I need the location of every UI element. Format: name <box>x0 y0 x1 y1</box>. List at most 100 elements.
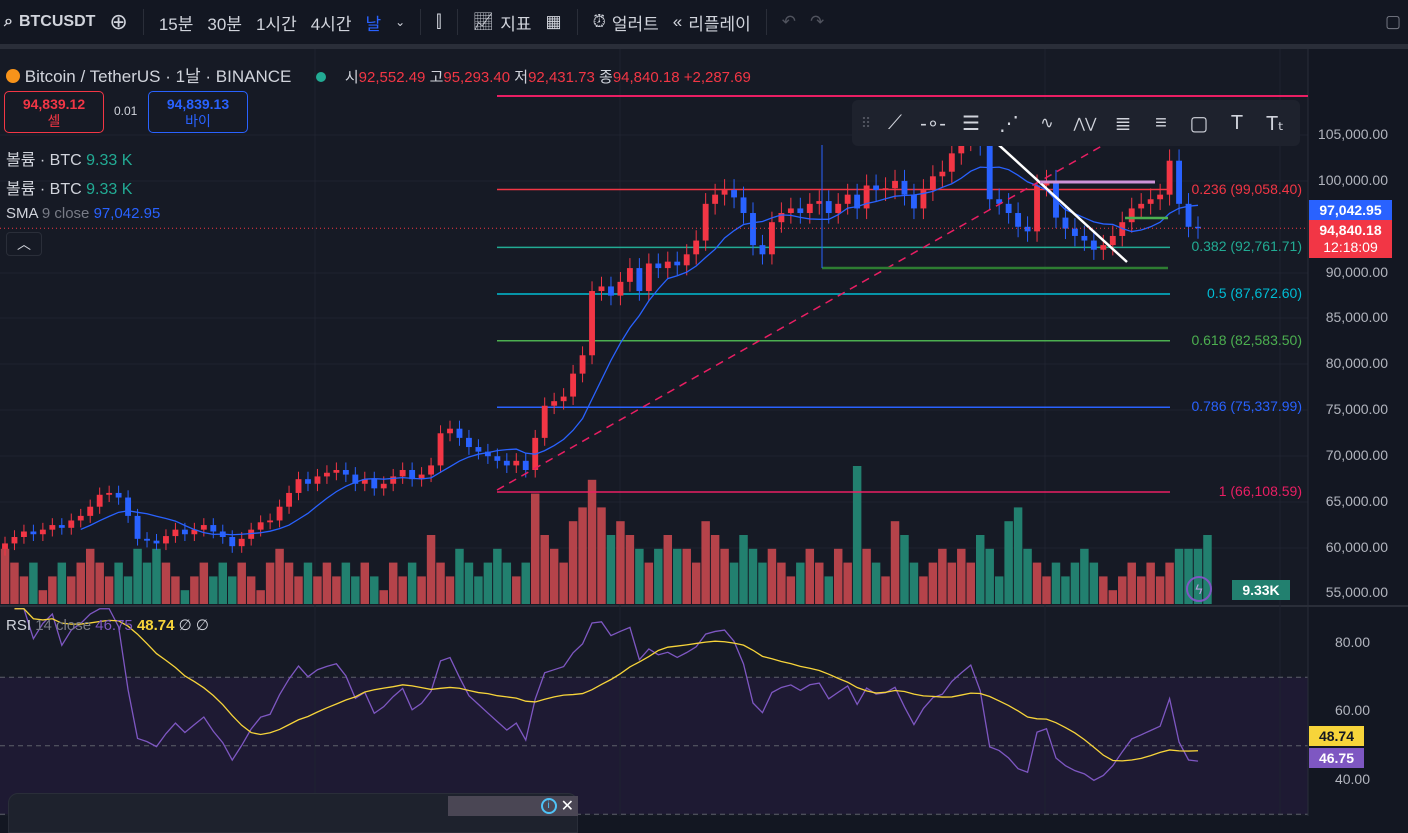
candle-body <box>352 474 359 484</box>
candle-body <box>854 194 861 209</box>
candle-body <box>390 476 397 484</box>
volume-bar <box>95 562 104 604</box>
candle-body <box>740 197 747 214</box>
ad-banner[interactable]: i ✕ <box>448 796 578 816</box>
fib-label: 0.236 (99,058.40) <box>1191 180 1302 197</box>
volume-legend-2[interactable]: 볼륨 · BTC 9.33 K <box>6 175 132 199</box>
replay-button[interactable]: « 리플레이 <box>666 10 758 35</box>
candle-body <box>693 240 700 255</box>
candle-body <box>806 203 813 214</box>
candle-body <box>1195 226 1201 229</box>
open-label: 시 <box>344 69 359 86</box>
volume-bar <box>881 576 890 604</box>
layouts-button[interactable]: ▦ <box>539 12 569 32</box>
volume-bar <box>654 548 663 604</box>
candle-body <box>835 203 842 214</box>
rsi-legend[interactable]: RSI 14 close 46.75 48.74 ∅ ∅ <box>6 616 209 634</box>
volume-bar <box>284 562 294 604</box>
volume-bar <box>871 562 881 604</box>
candle-body <box>257 522 264 530</box>
candle-body <box>626 268 633 282</box>
last-price: 94,840.18 <box>1319 222 1382 238</box>
lightning-icon[interactable]: ϟ <box>1186 576 1212 602</box>
rectangle-icon[interactable]: ▢ <box>1189 112 1209 135</box>
fib-fan-icon[interactable]: ⋰ <box>999 112 1019 135</box>
add-symbol-button[interactable]: ⊕ <box>109 9 128 34</box>
price-tick: 100,000.00 <box>1317 172 1388 188</box>
parallel-channel-icon[interactable]: ☰ <box>962 112 980 135</box>
low-value: 92,431.73 <box>528 69 595 86</box>
indicators-button[interactable]: 📈︎ 지표 <box>466 10 539 35</box>
fib-extension-icon[interactable]: ≡ <box>1155 111 1167 134</box>
interval-1d[interactable]: 날 <box>365 14 382 34</box>
volume-bar <box>1042 576 1051 604</box>
candle-body <box>447 428 453 434</box>
interval-1h[interactable]: 1시간 <box>255 14 297 34</box>
fib-retracement-icon[interactable]: ≣ <box>1114 112 1132 135</box>
volume-bar <box>370 576 379 604</box>
fib-label: 1 (66,108.59) <box>1218 482 1302 499</box>
candle-body <box>106 492 113 495</box>
candle-body <box>759 245 766 255</box>
volume-bar <box>994 576 1004 604</box>
close-icon[interactable]: ✕ <box>560 798 574 815</box>
indicators-label: 지표 <box>500 14 532 34</box>
candle-body <box>361 479 368 484</box>
volume-bar <box>587 479 597 604</box>
anchored-text-icon[interactable]: Tₜ <box>1265 112 1285 135</box>
volume-bar <box>938 548 947 604</box>
volume-bar <box>246 576 256 604</box>
volume-bar <box>133 548 142 604</box>
change-value: +2,287.69 <box>683 69 751 86</box>
grid-icon: ▦ <box>545 12 562 31</box>
close-label: 종 <box>599 69 613 86</box>
volume-bar <box>171 576 180 604</box>
volume-bar <box>852 466 862 604</box>
collapse-legend-button[interactable]: ︿ <box>6 232 42 256</box>
separator <box>0 44 1408 49</box>
buy-button[interactable]: 94,839.13 바이 <box>148 91 248 133</box>
sma-legend[interactable]: SMA 9 close 97,042.95 <box>6 205 160 222</box>
interval-15m[interactable]: 15분 <box>158 14 194 34</box>
price-chart[interactable] <box>0 49 1408 816</box>
candle-body <box>466 437 472 448</box>
info-icon[interactable]: i <box>540 798 557 814</box>
candle-body <box>49 525 56 530</box>
symbol-search[interactable]: ⌕ BTCUSDT <box>0 13 102 31</box>
volume-bar <box>38 590 48 604</box>
alert-button[interactable]: ⏰︎ 얼러트 <box>586 10 666 35</box>
trend-line-icon[interactable]: ⟋ <box>888 111 902 134</box>
candle-body <box>560 396 567 402</box>
low-label: 저 <box>514 69 529 86</box>
volume-bar <box>663 535 673 604</box>
volume-bar <box>616 521 625 604</box>
buy-price: 94,839.13 <box>166 96 230 112</box>
undo-button[interactable]: ↶ <box>781 12 797 31</box>
fib-label: 0.382 (92,761.71) <box>1191 238 1302 255</box>
candle-body <box>96 494 103 507</box>
volume-bar <box>1061 576 1070 604</box>
volume-bar <box>10 562 19 604</box>
sell-button[interactable]: 94,839.12 셀 <box>4 91 104 133</box>
volume-bar <box>104 576 114 604</box>
drag-handle-icon[interactable]: ⠿ <box>860 114 872 131</box>
fullscreen-button[interactable]: ▢ <box>1384 12 1401 31</box>
interval-30m[interactable]: 30분 <box>207 14 242 34</box>
candle-body <box>570 373 577 397</box>
abc-pattern-icon[interactable]: ⋀⋁ <box>1073 114 1097 131</box>
interval-4h[interactable]: 4시간 <box>310 14 352 34</box>
symbol-legend: Bitcoin / TetherUS · 1날 · BINANCE 시92,55… <box>6 62 751 87</box>
chevron-down-icon[interactable]: ⌄ <box>395 15 406 29</box>
candle-body <box>248 529 255 539</box>
candle-body <box>721 190 728 195</box>
candles-icon: ⫿ <box>436 12 442 31</box>
candle-type-button[interactable]: ⫿ <box>429 12 448 32</box>
redo-button[interactable]: ↷ <box>810 12 825 31</box>
volume-legend-1[interactable]: 볼륨 · BTC 9.33 K <box>6 146 132 170</box>
elliott-wave-icon[interactable]: ∿ <box>1040 115 1054 132</box>
sell-label: 셀 <box>47 113 61 129</box>
text-icon[interactable]: T <box>1230 111 1244 134</box>
top-toolbar: ⌕ BTCUSDT ⊕ 15분 30분 1시간 4시간 날 ⌄ ⫿ 📈︎ 지표 ▦ … <box>0 0 1408 44</box>
candle-body <box>11 536 18 544</box>
horizontal-ray-icon[interactable]: -∘- <box>920 112 946 135</box>
